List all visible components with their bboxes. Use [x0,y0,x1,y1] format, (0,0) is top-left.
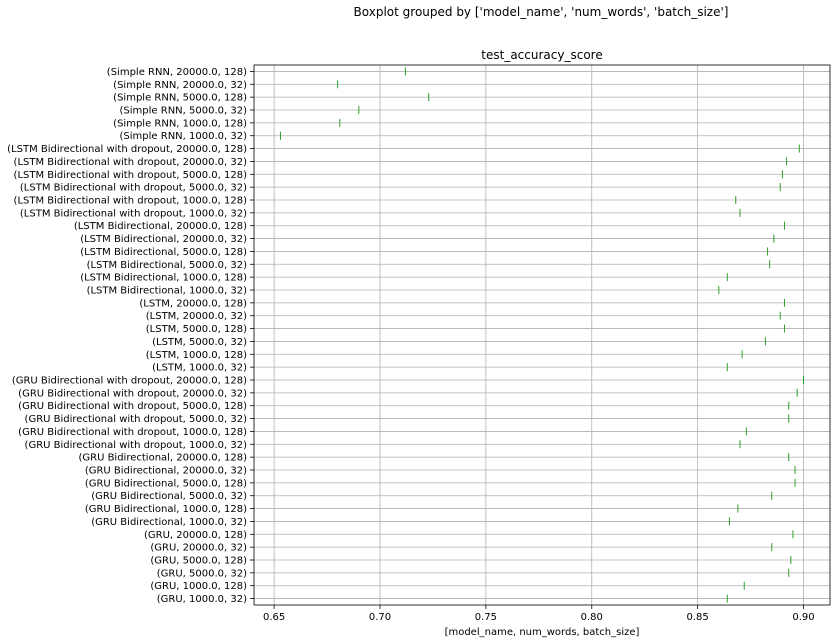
y-tick-label: (LSTM Bidirectional with dropout, 5000.0… [14,170,248,181]
x-axis-label: [model_name, num_words, batch_size] [445,627,640,638]
y-tick-label: (LSTM, 20000.0, 128) [139,298,247,309]
y-tick-label: (GRU Bidirectional with dropout, 1000.0,… [25,440,248,451]
y-tick-label: (GRU Bidirectional with dropout, 5000.0,… [18,401,247,412]
y-tick-label: (LSTM Bidirectional with dropout, 20000.… [7,144,247,155]
y-tick-label: (GRU Bidirectional, 20000.0, 128) [78,453,247,464]
grid-layer [254,65,830,605]
y-tick-label: (GRU, 5000.0, 128) [150,556,247,567]
y-tick-label: (LSTM Bidirectional, 5000.0, 128) [80,247,247,258]
x-tick-label: 0.85 [687,612,709,623]
tick-layer: 0.65 0.70 0.75 0.80 0.85 0.90 (Simple RNN, 200… [7,64,831,623]
y-tick-label: (GRU Bidirectional with dropout, 1000.0,… [18,427,247,438]
mark-layer [279,67,805,603]
y-tick-label: (GRU, 1000.0, 32) [157,594,247,605]
y-tick-label: (LSTM, 5000.0, 32) [152,337,247,348]
y-tick-label: (Simple RNN, 5000.0, 32) [120,106,248,117]
y-tick-label: (LSTM, 1000.0, 128) [146,350,247,361]
y-tick-label: (LSTM Bidirectional, 5000.0, 32) [87,260,248,271]
y-tick-label: (LSTM Bidirectional, 20000.0, 128) [74,221,247,232]
x-tick-label: 0.80 [581,612,603,623]
x-tick-label: 0.70 [369,612,391,623]
y-tick-label: (LSTM Bidirectional with dropout, 5000.0… [20,183,247,194]
x-tick-label: 0.90 [792,612,814,623]
y-tick-label: (GRU Bidirectional with dropout, 20000.0… [18,388,247,399]
y-tick-label: (Simple RNN, 5000.0, 128) [113,93,247,104]
y-tick-label: (LSTM Bidirectional with dropout, 1000.0… [20,208,247,219]
y-tick-label: (Simple RNN, 20000.0, 128) [107,67,247,78]
y-tick-label: (GRU Bidirectional with dropout, 20000.0… [12,376,247,387]
y-tick-label: (LSTM, 5000.0, 128) [146,324,247,335]
y-tick-label: (GRU, 20000.0, 32) [150,543,247,554]
x-tick-label: 0.75 [475,612,497,623]
y-tick-label: (LSTM, 20000.0, 32) [146,311,247,322]
y-tick-label: (LSTM Bidirectional, 20000.0, 32) [80,234,247,245]
x-tick-label: 0.65 [263,612,285,623]
figure-suptitle: Boxplot grouped by ['model_name', 'num_w… [353,5,729,19]
y-tick-label: (GRU, 20000.0, 128) [144,530,247,541]
y-tick-label: (LSTM Bidirectional with dropout, 1000.0… [14,196,248,207]
y-tick-label: (GRU Bidirectional, 1000.0, 128) [85,504,247,515]
y-tick-label: (Simple RNN, 20000.0, 32) [113,80,247,91]
y-tick-label: (LSTM Bidirectional, 1000.0, 128) [80,273,247,284]
y-tick-label: (GRU Bidirectional, 1000.0, 32) [91,517,247,528]
y-tick-label: (GRU Bidirectional with dropout, 5000.0,… [25,414,248,425]
plot-frame [253,64,831,606]
y-tick-label: (GRU, 1000.0, 128) [150,581,247,592]
y-tick-label: (LSTM, 1000.0, 32) [152,363,247,374]
y-tick-label: (GRU, 5000.0, 32) [157,568,247,579]
y-tick-label: (GRU Bidirectional, 5000.0, 128) [85,478,247,489]
y-tick-label: (LSTM Bidirectional with dropout, 20000.… [14,157,248,168]
chart-title: test_accuracy_score [481,48,602,62]
y-tick-label: (GRU Bidirectional, 5000.0, 32) [91,491,247,502]
y-tick-label: (GRU Bidirectional, 20000.0, 32) [85,466,247,477]
y-tick-label: (Simple RNN, 1000.0, 128) [113,118,247,129]
y-tick-label: (LSTM Bidirectional, 1000.0, 32) [87,286,248,297]
y-tick-label: (Simple RNN, 1000.0, 32) [120,131,248,142]
